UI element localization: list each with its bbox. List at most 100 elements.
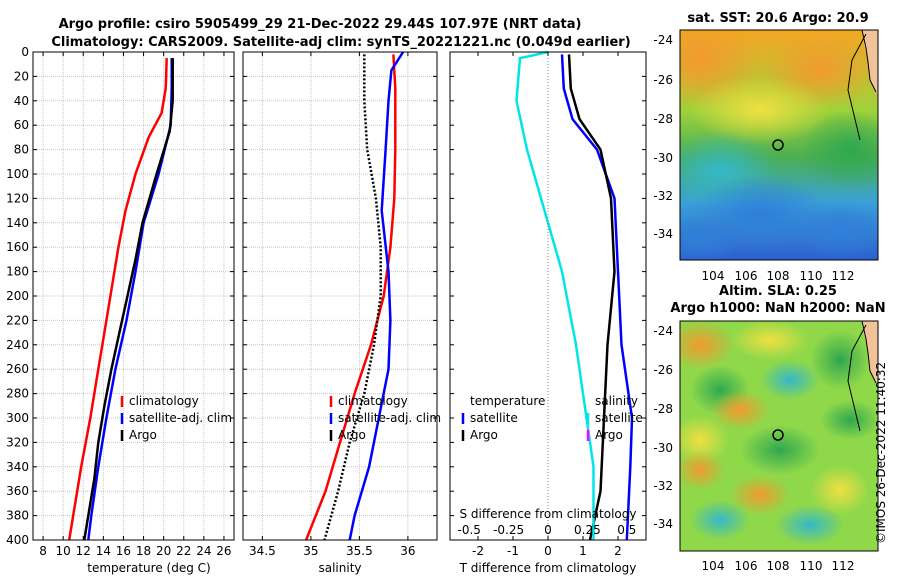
salinity-panel: 34.5 35 35.5 36 salinity climatology satell… [242, 51, 441, 575]
series-temperature-satellite [560, 54, 634, 541]
y-tick-label: 300 [6, 411, 29, 425]
salinity-grid [243, 51, 437, 541]
x-tick-label: 0 [544, 544, 552, 558]
y-tick-label: 160 [6, 240, 29, 254]
s-tick-label: -0.5 [458, 523, 481, 537]
sla-field [680, 321, 878, 551]
sla-map: Altim. SLA: 0.25 Argo h1000: NaN h2000: … [653, 284, 885, 573]
difference-series [515, 50, 634, 541]
legend-label-s-argo: Argo [595, 428, 623, 442]
salinity-tick-labels: 34.5 35 35.5 36 [249, 544, 416, 558]
temperature-xlabel: temperature (deg C) [87, 561, 210, 575]
salinity-xlabel: salinity [318, 561, 361, 575]
series-argo [323, 54, 382, 541]
sst-ytick: -24 [653, 33, 673, 47]
sst-field [680, 30, 878, 260]
sst-xtick: 108 [767, 269, 790, 283]
legend-label-t-satellite: satellite [470, 411, 518, 425]
sla-ytick: -26 [653, 363, 673, 377]
sla-ytick: -24 [653, 324, 673, 338]
y-tick-label: 120 [6, 191, 29, 205]
temperature-series [67, 58, 174, 541]
legend-title-temperature: temperature [470, 394, 545, 408]
legend-label-climatology: climatology [129, 394, 199, 408]
temperature-grid [33, 51, 234, 541]
legend-label-satellite: satellite-adj. clim [129, 411, 232, 425]
s-tick-label: -0.25 [493, 523, 524, 537]
sla-ytick: -32 [653, 479, 673, 493]
sst-argo-location [772, 139, 784, 151]
x-tick-label: 12 [76, 544, 91, 558]
sdiff-xlabel: S difference from climatology [460, 507, 637, 521]
y-tick-label: 260 [6, 362, 29, 376]
legend-label-satellite: satellite-adj. clim [338, 411, 441, 425]
legend-label-t-argo: Argo [470, 428, 498, 442]
sla-ytick: -34 [653, 517, 673, 531]
x-tick-label: 1 [579, 544, 587, 558]
legend-label-argo: Argo [338, 428, 366, 442]
legend-label-s-satellite: satellite [595, 411, 643, 425]
sla-yticks: -24 -26 -28 -30 -32 -34 [653, 324, 673, 531]
y-tick-label: 220 [6, 313, 29, 327]
sst-map-frame [679, 29, 879, 261]
series-climatology [304, 54, 397, 541]
x-tick-label: 20 [156, 544, 171, 558]
y-tick-label: 80 [14, 143, 29, 157]
y-tick-label: 140 [6, 216, 29, 230]
y-tick-label: 0 [21, 45, 29, 59]
y-tick-label: 280 [6, 387, 29, 401]
y-tick-label: 320 [6, 435, 29, 449]
x-tick-label: 24 [196, 544, 211, 558]
sst-xticks: 104 106 108 110 112 [702, 269, 855, 283]
sla-xtick: 104 [702, 559, 725, 573]
sla-ytick: -30 [653, 441, 673, 455]
x-tick-label: 8 [39, 544, 47, 558]
sst-map-title: sat. SST: 20.6 Argo: 20.9 [687, 11, 868, 26]
imos-credit: ©IMOS 26-Dec-2022 11:40:32 [874, 361, 888, 544]
sla-coastline [847, 321, 877, 432]
sla-xticks: 104 106 108 110 112 [702, 559, 855, 573]
salinity-legend: climatology satellite-adj. clim Argo [329, 394, 441, 442]
x-tick-label: -1 [507, 544, 519, 558]
x-tick-label: 22 [176, 544, 191, 558]
difference-panel: -2 -1 0 1 2 -0.5 -0.25 0 0.25 0.5 S difference f… [449, 50, 647, 575]
sla-xtick: 112 [832, 559, 855, 573]
x-tick-label: 35.5 [346, 544, 373, 558]
x-tick-label: 14 [96, 544, 111, 558]
sst-xtick: 104 [702, 269, 725, 283]
sst-xtick: 110 [800, 269, 823, 283]
tdiff-xlabel: T difference from climatology [459, 561, 637, 575]
sla-map-title-1: Altim. SLA: 0.25 [719, 284, 837, 299]
sst-coastline [847, 30, 877, 141]
sst-ytick: -32 [653, 189, 673, 203]
temperature-tick-labels: 8 10 12 14 16 18 20 22 24 26 [39, 544, 231, 558]
s-tick-label: 0.5 [617, 523, 636, 537]
sla-xtick: 106 [735, 559, 758, 573]
difference-legend: temperature satellite Argo salinity sate… [461, 394, 643, 442]
y-tick-label: 200 [6, 289, 29, 303]
sla-xtick: 110 [800, 559, 823, 573]
legend-label-climatology: climatology [338, 394, 408, 408]
sla-map-frame [679, 320, 879, 552]
y-tick-label: 340 [6, 460, 29, 474]
y-tick-label: 360 [6, 484, 29, 498]
y-tick-label: 60 [14, 118, 29, 132]
sst-xtick: 106 [735, 269, 758, 283]
sst-ytick: -26 [653, 73, 673, 87]
series-climatology [67, 58, 168, 541]
sst-map: sat. SST: 20.6 Argo: 20.9 -24 -26 -28 -3… [653, 11, 879, 283]
sla-argo-location [772, 429, 784, 441]
x-tick-label: 34.5 [249, 544, 276, 558]
y-tick-label: 40 [14, 94, 29, 108]
y-tick-label: 100 [6, 167, 29, 181]
x-tick-label: 35 [303, 544, 318, 558]
x-tick-label: -2 [472, 544, 484, 558]
legend-title-salinity: salinity [595, 394, 638, 408]
x-tick-label: 26 [216, 544, 231, 558]
s-tick-label: 0.25 [574, 523, 601, 537]
salinity-series [304, 51, 405, 541]
sst-ytick: -34 [653, 227, 673, 241]
sla-xtick: 108 [767, 559, 790, 573]
temperature-legend: climatology satellite-adj. clim Argo [120, 394, 232, 442]
